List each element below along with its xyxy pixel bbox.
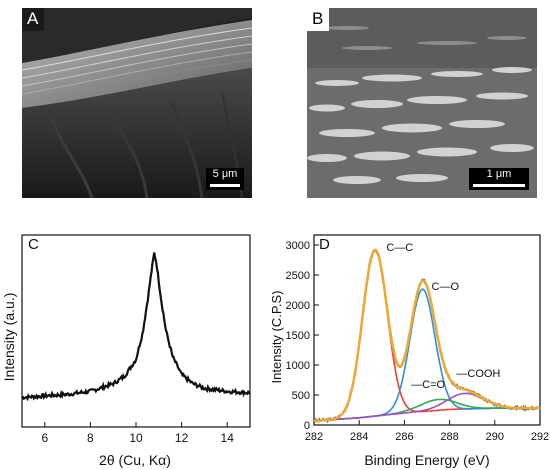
xrd-axes	[21, 234, 251, 428]
sem-image-b: B 1 μm	[307, 8, 537, 198]
xps-annotation: —COOH	[456, 368, 500, 380]
scalebar-a-text: 5 μm	[212, 168, 238, 180]
xps-annotation: —C=O	[411, 379, 445, 391]
scalebar-b-text: 1 μm	[486, 168, 512, 180]
xps-ytick-label: 1500	[286, 330, 310, 342]
xps-ytick-label: 2500	[286, 270, 310, 282]
xps-xtick-label: 290	[486, 431, 504, 443]
xrd-ticks: 6 8 10 12 14	[41, 422, 234, 445]
xrd-xtick-label: 12	[175, 431, 189, 445]
xrd-xtick-label: 10	[129, 431, 143, 445]
xps-xtick-label: 284	[350, 431, 368, 443]
xrd-chart: 6 8 10 12 14 C 2θ (Cu, Kα) Intensity (a.u.)	[1, 234, 251, 468]
xps-ticks: 282 284 286 288 290 292 0 500 1000 1500 2000 2500 30…	[286, 240, 550, 443]
xps-component-1	[313, 249, 540, 422]
scalebar-b: 1 μm	[469, 168, 529, 190]
xps-chart: 282 284 286 288 290 292 0 500 1000 1500 2000 2500 30…	[272, 234, 550, 468]
sem-texture-a	[22, 8, 252, 198]
scalebar-b-line	[473, 184, 525, 187]
xps-frame	[313, 234, 541, 426]
sem-image-a: A 5 μm	[22, 8, 252, 198]
xrd-xtick-label: 6	[41, 431, 48, 445]
xps-xlabel: Binding Energy (eV)	[364, 452, 489, 468]
xps-annotation: C—O	[432, 281, 460, 293]
scalebar-a: 5 μm	[206, 168, 244, 190]
xps-envelope	[313, 248, 540, 422]
xps-curves	[313, 248, 541, 424]
panel-label-a: A	[22, 8, 45, 31]
panel-label-b: B	[307, 8, 330, 31]
xrd-frame	[21, 234, 251, 428]
xps-xtick-label: 282	[305, 431, 323, 443]
xps-xtick-label: 292	[531, 431, 549, 443]
xps-ylabel: Intensity (C.P.S)	[272, 291, 284, 384]
xps-raw-data	[313, 249, 541, 424]
xrd-curve	[21, 252, 251, 402]
xps-axes	[313, 234, 541, 426]
panel-label-d: D	[319, 236, 330, 253]
xrd-xtick-label: 8	[87, 431, 94, 445]
xrd-xlabel: 2θ (Cu, Kα)	[99, 452, 171, 468]
xps-ytick-label: 3000	[286, 240, 310, 252]
panel-label-c: C	[28, 236, 39, 253]
xps-annotations: C—C C—O —C=O —COOH	[386, 242, 500, 391]
xrd-xtick-label: 14	[221, 431, 235, 445]
xps-ytick-label: 1000	[286, 360, 310, 372]
xps-xtick-label: 286	[395, 431, 413, 443]
xps-ytick-label: 500	[292, 390, 310, 402]
xps-ytick-label: 2000	[286, 300, 310, 312]
scalebar-a-line	[210, 184, 240, 187]
xps-ytick-label: 0	[304, 420, 310, 432]
xps-xtick-label: 288	[440, 431, 458, 443]
xps-annotation: C—C	[386, 242, 413, 254]
sem-texture-b	[307, 8, 537, 198]
xrd-ylabel: Intensity (a.u.)	[1, 293, 17, 382]
